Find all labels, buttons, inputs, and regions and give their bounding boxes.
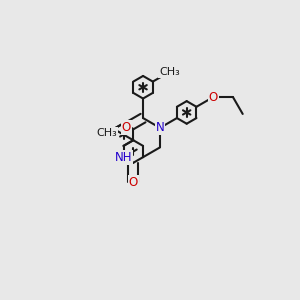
Text: NH: NH: [115, 151, 132, 164]
Text: O: O: [129, 176, 138, 189]
Text: CH₃: CH₃: [96, 128, 117, 138]
Text: O: O: [122, 121, 131, 134]
Text: O: O: [209, 91, 218, 103]
Text: CH₃: CH₃: [159, 67, 180, 77]
Text: N: N: [156, 121, 164, 134]
